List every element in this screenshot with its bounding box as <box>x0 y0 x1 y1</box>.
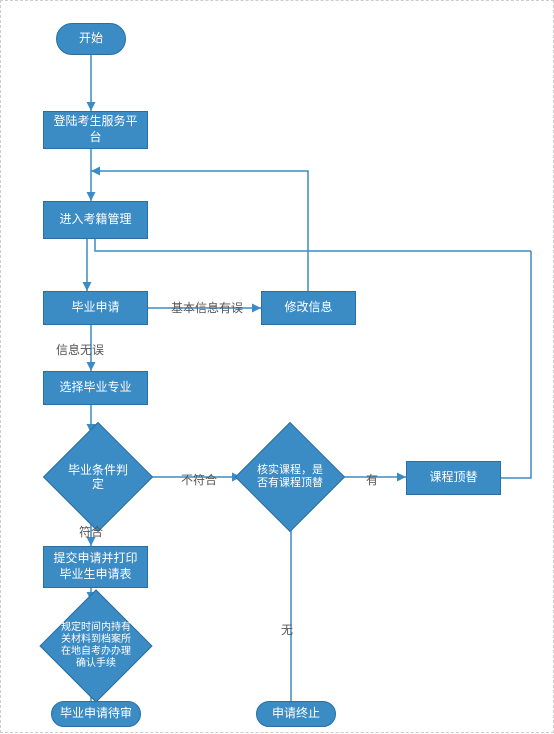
node-pending-label: 毕业申请待审 <box>60 706 132 722</box>
node-start-label: 开始 <box>79 31 103 47</box>
edge-label-has: 有 <box>366 471 378 488</box>
node-select-label: 选择毕业专业 <box>59 380 131 396</box>
node-modify: 修改信息 <box>261 291 356 325</box>
edge-label-none: 无 <box>281 621 293 638</box>
edge-label-yes1: 符合 <box>79 523 103 540</box>
node-apply: 毕业申请 <box>43 291 148 325</box>
node-enter: 进入考籍管理 <box>43 201 148 239</box>
node-terminate: 申请终止 <box>256 701 336 727</box>
node-modify-label: 修改信息 <box>284 300 332 316</box>
node-replace: 课程顶替 <box>406 461 501 495</box>
node-pending: 毕业申请待审 <box>51 701 141 727</box>
node-submit-label: 提交申请并打印毕业生申请表 <box>48 551 143 582</box>
node-verify-label: 核实课程，是否有课程顶替 <box>251 438 329 516</box>
flowchart-canvas: 开始 登陆考生服务平台 进入考籍管理 毕业申请 修改信息 选择毕业专业 毕业条件… <box>0 0 554 733</box>
node-start: 开始 <box>56 23 126 55</box>
edge-label-ok: 信息无误 <box>56 341 104 358</box>
node-verify: 核实课程，是否有课程顶替 <box>251 438 329 516</box>
node-login-label: 登陆考生服务平台 <box>48 114 143 145</box>
node-enter-label: 进入考籍管理 <box>59 212 131 228</box>
node-submit: 提交申请并打印毕业生申请表 <box>43 546 148 588</box>
node-login: 登陆考生服务平台 <box>43 111 148 149</box>
node-judge: 毕业条件判定 <box>59 438 137 516</box>
edge-label-err: 基本信息有误 <box>171 299 243 316</box>
node-confirm-label: 规定时间内持有关材料到档案所在地自考办办理确认手续 <box>56 606 136 686</box>
node-confirm: 规定时间内持有关材料到档案所在地自考办办理确认手续 <box>56 606 136 686</box>
node-apply-label: 毕业申请 <box>71 300 119 316</box>
node-replace-label: 课程顶替 <box>429 470 477 486</box>
edge-label-no: 不符合 <box>181 471 217 488</box>
node-judge-label: 毕业条件判定 <box>59 438 137 516</box>
node-select: 选择毕业专业 <box>43 371 148 405</box>
node-terminate-label: 申请终止 <box>272 706 320 722</box>
